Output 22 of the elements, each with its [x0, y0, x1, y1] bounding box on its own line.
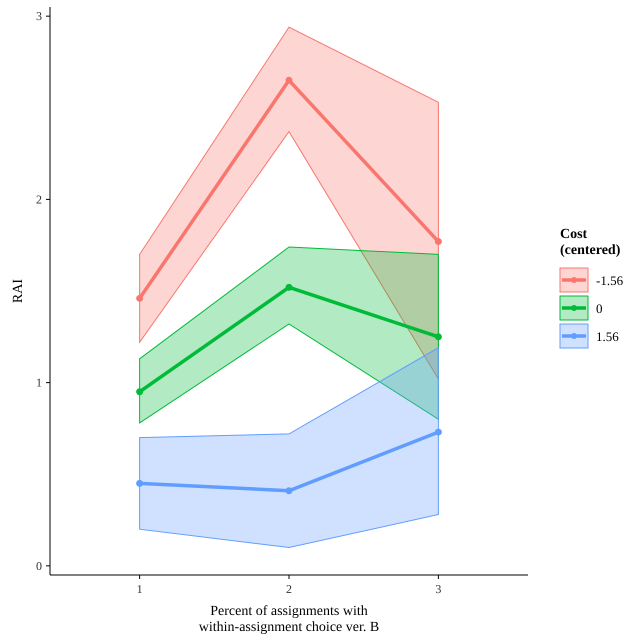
y-tick-label: 3: [36, 9, 42, 24]
y-tick-label: 1: [36, 376, 42, 390]
legend-label: -1.56: [596, 273, 624, 288]
point: [286, 487, 292, 494]
x-axis-title: Percent of assignments with within-assignment choice ver. B: [198, 604, 380, 635]
point: [286, 284, 292, 291]
x-tick-label: 2: [286, 582, 292, 596]
point: [434, 428, 442, 436]
legend-label: 1.56: [596, 329, 620, 344]
point: [136, 294, 144, 302]
y-tick-label: 0: [36, 558, 42, 573]
x-tick-label: 1: [136, 582, 143, 596]
x-tick-label: 3: [435, 582, 442, 596]
point: [434, 333, 442, 340]
point: [434, 238, 442, 246]
y-tick-label: 2: [36, 192, 42, 206]
legend-label: 0: [596, 301, 602, 316]
point: [136, 388, 144, 396]
y-axis-title: RAI: [11, 278, 26, 304]
legend-title: Cost (centered): [560, 227, 621, 258]
point: [136, 480, 144, 487]
point: [286, 76, 292, 84]
